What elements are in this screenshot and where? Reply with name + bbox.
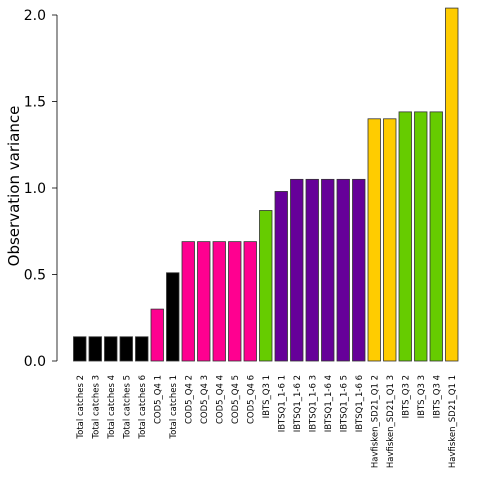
y-tick-label: 0.0 — [24, 354, 46, 370]
bar — [166, 272, 180, 362]
x-tick-label: Havfisken_SD21_Q1 2 — [370, 375, 380, 468]
bar — [274, 191, 288, 362]
bar — [259, 210, 273, 362]
x-tick-label: COD5_Q4 4 — [215, 375, 225, 424]
x-tick-label: Total catches 6 — [138, 375, 148, 440]
x-tick-label: COD5_Q4 5 — [231, 375, 241, 424]
x-tick-label: COD5_Q4 6 — [246, 375, 256, 424]
x-tick-label: Total catches 5 — [122, 375, 132, 440]
x-tick-label: IBTS_Q3 3 — [417, 375, 427, 418]
bar — [88, 336, 102, 362]
x-tick-label: COD5_Q4 3 — [200, 375, 210, 424]
y-tick-label: 1.5 — [24, 95, 46, 111]
x-tick-label: IBTSQ1_1-6 4 — [324, 375, 334, 432]
bar — [197, 241, 211, 362]
x-tick-label: Total catches 4 — [107, 375, 117, 440]
bar — [290, 178, 304, 362]
bar — [305, 178, 319, 362]
x-tick-label: IBTS_Q3 4 — [432, 375, 442, 418]
bar — [367, 118, 381, 362]
x-tick-label: Total catches 3 — [91, 375, 101, 440]
x-tick-label: Total catches 2 — [76, 375, 86, 440]
bar — [228, 241, 242, 362]
bar — [429, 111, 443, 362]
y-tick-label: 1.0 — [24, 181, 46, 197]
bar — [73, 336, 87, 362]
bar — [383, 118, 397, 362]
bar — [321, 178, 335, 362]
bar — [119, 336, 133, 362]
bar — [181, 241, 195, 362]
y-axis: 0.0 0.5 1.0 1.5 2.0 — [24, 8, 58, 370]
x-tick-labels: Total catches 2 Total catches 3 Total catc… — [76, 375, 458, 468]
bar — [150, 308, 164, 362]
x-tick-label: IBTS_Q3 2 — [401, 375, 411, 418]
bar — [336, 178, 350, 362]
x-tick-label: IBTSQ1_1-6 3 — [308, 375, 318, 432]
bar — [212, 241, 226, 362]
x-tick-label: COD5_Q4 2 — [184, 375, 194, 424]
x-tick-label: Havfisken_SD21_Q1 3 — [386, 375, 396, 468]
bar — [104, 336, 118, 362]
y-tick-label: 0.5 — [24, 268, 46, 284]
x-tick-label: IBTSQ1_1-6 1 — [277, 375, 287, 432]
bar — [414, 111, 428, 362]
bar — [352, 178, 366, 362]
x-tick-label: IBTSQ1_1-6 5 — [339, 375, 349, 432]
bar — [445, 7, 459, 362]
y-axis-title: Observation variance — [5, 106, 23, 267]
y-tick-label: 2.0 — [24, 8, 46, 24]
bar — [135, 336, 149, 362]
bar — [398, 111, 412, 362]
x-tick-label: IBTSQ1_1-6 2 — [293, 375, 303, 432]
x-tick-label: Havfisken_SD21_Q1 1 — [448, 375, 458, 468]
x-tick-label: IBTS_Q3 1 — [262, 375, 272, 418]
bar — [243, 241, 257, 362]
x-tick-label: COD5_Q4 1 — [153, 375, 163, 424]
bars-layer — [73, 7, 459, 362]
x-tick-label: IBTSQ1_1-6 6 — [355, 375, 365, 432]
x-tick-label: Total catches 1 — [169, 375, 179, 440]
